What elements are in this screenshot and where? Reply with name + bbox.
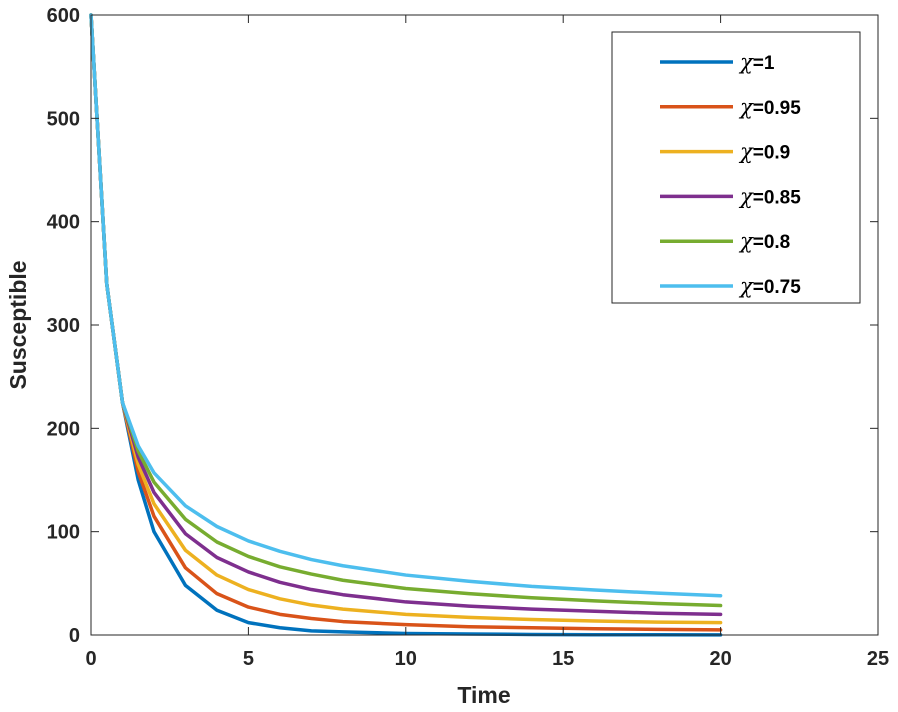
legend-box bbox=[611, 31, 861, 304]
y-tick-label: 600 bbox=[47, 5, 80, 27]
tick-layer bbox=[90, 14, 879, 636]
legend-symbol: χ bbox=[738, 95, 754, 119]
x-tick-label: 5 bbox=[243, 648, 254, 670]
x-tick-label: 10 bbox=[395, 648, 417, 670]
legend: χ=1χ=0.95χ=0.9χ=0.85χ=0.8χ=0.75 bbox=[611, 31, 861, 304]
y-tick-label: 200 bbox=[47, 418, 80, 440]
y-tick-label: 0 bbox=[69, 625, 80, 647]
legend-label-3: χ=0.9 bbox=[738, 140, 790, 164]
legend-symbol: χ bbox=[738, 184, 754, 208]
legend-symbol: χ bbox=[738, 50, 754, 74]
legend-symbol: χ bbox=[738, 229, 754, 253]
legend-symbol: χ bbox=[738, 140, 754, 164]
legend-value: =0.9 bbox=[753, 143, 791, 164]
legend-value: =0.95 bbox=[753, 98, 802, 119]
y-tick-label: 500 bbox=[47, 108, 80, 130]
legend-label-4: χ=0.85 bbox=[738, 184, 801, 208]
y-tick-label: 300 bbox=[47, 315, 80, 337]
series-layer bbox=[89, 13, 723, 637]
tick-label-layer: 0 5 10 15 20 25 0 100 200 300 400 500 600 bbox=[47, 5, 890, 670]
series-line-6 bbox=[89, 13, 723, 598]
legend-value: =0.85 bbox=[753, 187, 802, 208]
legend-items: χ=1χ=0.95χ=0.9χ=0.85χ=0.8χ=0.75 bbox=[660, 50, 801, 298]
legend-label-6: χ=0.75 bbox=[738, 274, 801, 298]
y-tick-label: 100 bbox=[47, 522, 80, 544]
legend-value: =1 bbox=[753, 53, 775, 74]
x-axis-title: Time bbox=[457, 682, 510, 708]
x-tick-label: 25 bbox=[867, 648, 889, 670]
x-tick-label: 15 bbox=[552, 648, 574, 670]
legend-value: =0.8 bbox=[753, 232, 791, 253]
y-axis-title: Susceptible bbox=[5, 260, 31, 389]
legend-label-5: χ=0.8 bbox=[738, 229, 790, 253]
legend-value: =0.75 bbox=[753, 277, 802, 298]
legend-label-1: χ=1 bbox=[738, 50, 775, 74]
y-tick-label: 400 bbox=[47, 212, 80, 234]
legend-symbol: χ bbox=[738, 274, 754, 298]
legend-label-2: χ=0.95 bbox=[738, 95, 801, 119]
x-tick-label: 20 bbox=[709, 648, 731, 670]
x-tick-label: 0 bbox=[85, 648, 96, 670]
